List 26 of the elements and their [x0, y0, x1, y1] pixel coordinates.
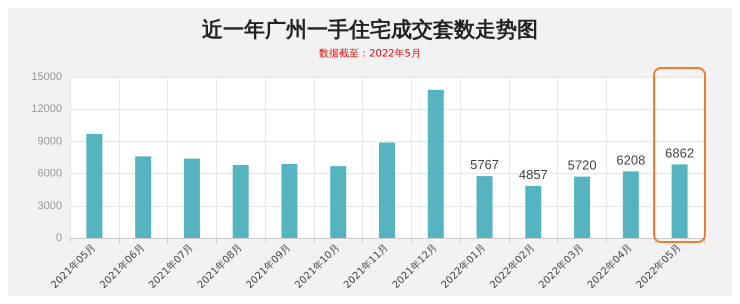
data-label: 6862 — [665, 145, 694, 160]
bar — [281, 164, 298, 238]
y-tick-label: 3000 — [38, 200, 62, 212]
bar — [330, 166, 346, 238]
bar — [86, 134, 102, 238]
bar — [574, 176, 590, 238]
chart-title: 近一年广州一手住宅成交套数走势图 — [201, 18, 538, 42]
chart-subtitle: 数据截至：2022年5月 — [319, 48, 421, 60]
data-label: 5720 — [568, 158, 597, 173]
bar — [428, 90, 444, 238]
bar — [184, 158, 200, 238]
data-label: 4857 — [518, 166, 548, 182]
bar — [622, 171, 639, 238]
bar — [379, 142, 395, 238]
y-tick-label: 15000 — [31, 71, 62, 83]
y-tick-label: 9000 — [38, 135, 62, 148]
data-label: 5767 — [470, 157, 499, 172]
bar — [525, 186, 542, 238]
y-tick-label: 6000 — [38, 168, 62, 180]
bar — [232, 165, 249, 238]
bar — [476, 176, 493, 238]
bar — [135, 156, 152, 238]
y-tick-label: 12000 — [31, 103, 62, 116]
y-tick-label: 0 — [56, 232, 62, 244]
data-label: 6208 — [616, 152, 646, 168]
bar — [672, 164, 688, 238]
